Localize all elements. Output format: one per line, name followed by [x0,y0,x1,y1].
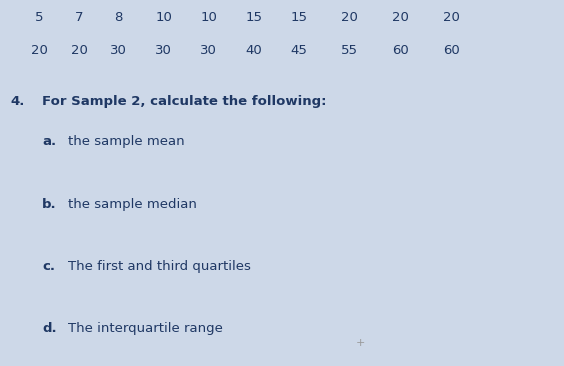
Text: 60: 60 [443,44,460,57]
Text: 5: 5 [35,11,44,24]
Text: 20: 20 [443,11,460,24]
Text: 15: 15 [245,11,262,24]
Text: 15: 15 [290,11,307,24]
Text: 8: 8 [114,11,122,24]
Text: The first and third quartiles: The first and third quartiles [68,260,250,273]
Text: 10: 10 [200,11,217,24]
Text: 7: 7 [74,11,83,24]
Text: 30: 30 [155,44,172,57]
Text: 20: 20 [70,44,87,57]
Text: the sample mean: the sample mean [68,135,184,149]
Text: the sample median: the sample median [68,198,197,211]
Text: 60: 60 [392,44,409,57]
Text: 30: 30 [200,44,217,57]
Text: c.: c. [42,260,55,273]
Text: +: + [356,338,365,348]
Text: 10: 10 [155,11,172,24]
Text: The interquartile range: The interquartile range [68,322,223,335]
Text: 40: 40 [245,44,262,57]
Text: 20: 20 [341,11,358,24]
Text: 55: 55 [341,44,358,57]
Text: 45: 45 [290,44,307,57]
Text: 4.: 4. [10,95,24,108]
Text: For Sample 2, calculate the following:: For Sample 2, calculate the following: [42,95,327,108]
Text: b.: b. [42,198,57,211]
Text: 20: 20 [392,11,409,24]
Text: a.: a. [42,135,56,149]
Text: 20: 20 [31,44,48,57]
Text: 30: 30 [110,44,127,57]
Text: d.: d. [42,322,57,335]
